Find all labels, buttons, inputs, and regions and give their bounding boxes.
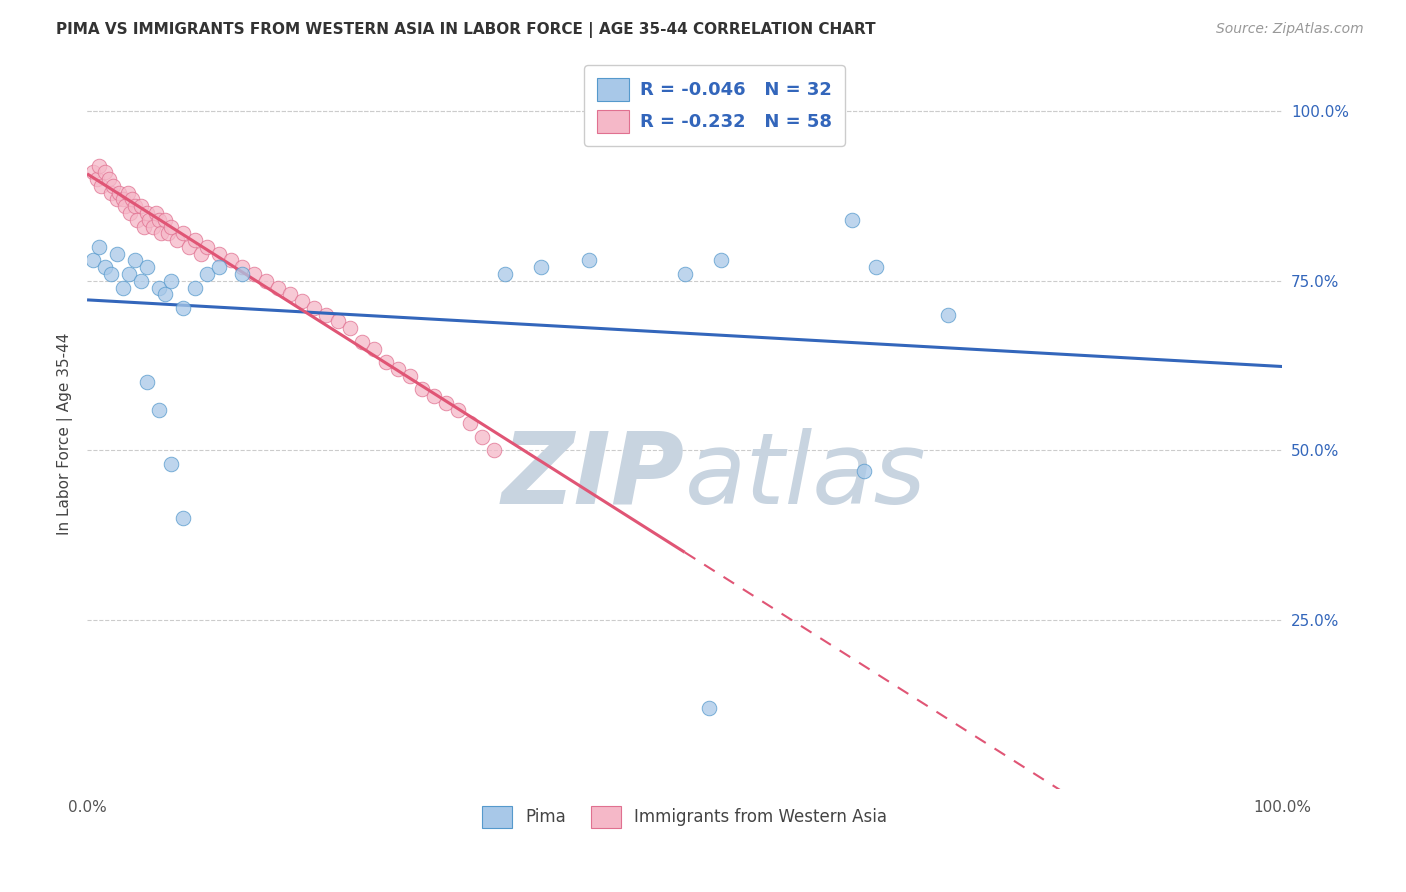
Text: ZIP: ZIP bbox=[502, 427, 685, 524]
Point bbox=[302, 301, 325, 315]
Point bbox=[254, 274, 277, 288]
Point bbox=[195, 240, 218, 254]
Point bbox=[142, 219, 165, 234]
Point bbox=[157, 227, 180, 241]
Point bbox=[411, 382, 433, 396]
Point bbox=[172, 511, 194, 525]
Point bbox=[291, 294, 314, 309]
Point bbox=[153, 212, 176, 227]
Point bbox=[97, 172, 120, 186]
Point bbox=[219, 253, 242, 268]
Point bbox=[458, 416, 481, 430]
Point bbox=[121, 193, 143, 207]
Point bbox=[183, 280, 205, 294]
Point bbox=[105, 193, 128, 207]
Point bbox=[471, 430, 494, 444]
Point bbox=[129, 199, 152, 213]
Point bbox=[578, 253, 600, 268]
Legend: Pima, Immigrants from Western Asia: Pima, Immigrants from Western Asia bbox=[475, 799, 894, 834]
Point bbox=[87, 240, 110, 254]
Point bbox=[434, 396, 457, 410]
Point bbox=[87, 159, 110, 173]
Text: atlas: atlas bbox=[685, 427, 927, 524]
Point bbox=[278, 287, 301, 301]
Point bbox=[111, 193, 134, 207]
Point bbox=[697, 701, 720, 715]
Point bbox=[135, 376, 157, 390]
Point bbox=[114, 199, 136, 213]
Point bbox=[118, 267, 141, 281]
Point bbox=[350, 334, 373, 349]
Point bbox=[124, 199, 146, 213]
Point bbox=[231, 260, 253, 275]
Point bbox=[159, 457, 181, 471]
Point bbox=[267, 280, 290, 294]
Point bbox=[387, 362, 409, 376]
Point bbox=[138, 212, 160, 227]
Point bbox=[495, 267, 517, 281]
Point bbox=[129, 274, 152, 288]
Point bbox=[153, 287, 176, 301]
Point bbox=[94, 165, 117, 179]
Point bbox=[398, 368, 420, 383]
Point bbox=[134, 219, 156, 234]
Point bbox=[422, 389, 444, 403]
Point bbox=[82, 253, 104, 268]
Point bbox=[936, 308, 959, 322]
Point bbox=[148, 402, 170, 417]
Point bbox=[482, 443, 505, 458]
Point bbox=[710, 253, 733, 268]
Point bbox=[172, 227, 194, 241]
Point bbox=[207, 260, 229, 275]
Point bbox=[207, 246, 229, 260]
Point bbox=[94, 260, 117, 275]
Point bbox=[363, 342, 385, 356]
Text: Source: ZipAtlas.com: Source: ZipAtlas.com bbox=[1216, 22, 1364, 37]
Point bbox=[145, 206, 167, 220]
Point bbox=[105, 246, 128, 260]
Point bbox=[841, 212, 863, 227]
Point bbox=[86, 172, 108, 186]
Point bbox=[148, 280, 170, 294]
Point bbox=[117, 186, 139, 200]
Point bbox=[82, 165, 104, 179]
Point bbox=[150, 227, 173, 241]
Point bbox=[100, 267, 122, 281]
Point bbox=[195, 267, 218, 281]
Point bbox=[127, 212, 149, 227]
Point bbox=[135, 260, 157, 275]
Text: PIMA VS IMMIGRANTS FROM WESTERN ASIA IN LABOR FORCE | AGE 35-44 CORRELATION CHAR: PIMA VS IMMIGRANTS FROM WESTERN ASIA IN … bbox=[56, 22, 876, 38]
Point bbox=[865, 260, 887, 275]
Point bbox=[326, 314, 349, 328]
Point bbox=[159, 274, 181, 288]
Point bbox=[166, 233, 188, 247]
Point bbox=[159, 219, 181, 234]
Point bbox=[172, 301, 194, 315]
Point bbox=[446, 402, 468, 417]
Point bbox=[177, 240, 200, 254]
Point bbox=[103, 178, 125, 193]
Point bbox=[190, 246, 212, 260]
Point bbox=[120, 206, 142, 220]
Point bbox=[124, 253, 146, 268]
Point bbox=[339, 321, 361, 335]
Point bbox=[135, 206, 157, 220]
Point bbox=[530, 260, 553, 275]
Point bbox=[231, 267, 253, 281]
Point bbox=[673, 267, 696, 281]
Point bbox=[315, 308, 337, 322]
Point bbox=[374, 355, 396, 369]
Point bbox=[853, 464, 876, 478]
Point bbox=[100, 186, 122, 200]
Point bbox=[111, 280, 134, 294]
Point bbox=[90, 178, 112, 193]
Y-axis label: In Labor Force | Age 35-44: In Labor Force | Age 35-44 bbox=[58, 332, 73, 534]
Point bbox=[108, 186, 131, 200]
Point bbox=[183, 233, 205, 247]
Point bbox=[148, 212, 170, 227]
Point bbox=[243, 267, 266, 281]
